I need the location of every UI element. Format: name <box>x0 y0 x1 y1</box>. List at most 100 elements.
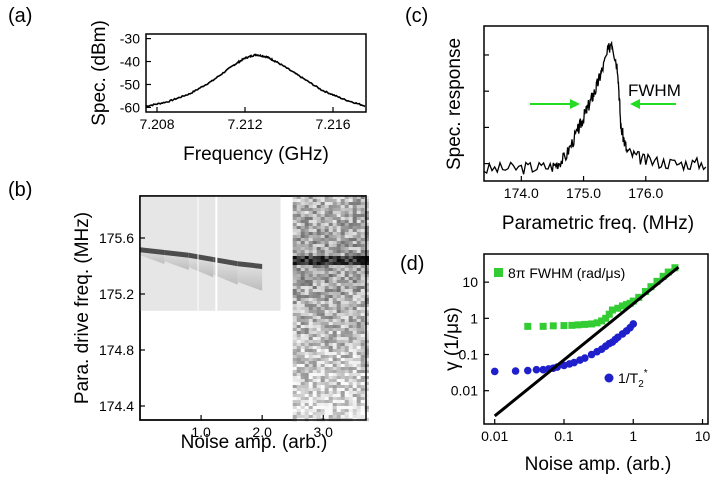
heatmap-cell <box>356 217 362 221</box>
heatmap-cell <box>292 235 298 239</box>
heatmap-cell <box>328 376 334 380</box>
heatmap-cell <box>296 406 302 410</box>
heatmap-cell <box>360 352 366 356</box>
heatmap-cell <box>352 226 358 230</box>
heatmap-cell <box>356 247 362 251</box>
heatmap-cell <box>296 223 302 227</box>
heatmap-cell <box>316 385 322 389</box>
heatmap-cell <box>352 343 358 347</box>
panel-d-ytick-label: 1 <box>470 310 478 326</box>
heatmap-cell <box>364 361 370 365</box>
heatmap-cell <box>336 277 342 281</box>
heatmap-cell <box>312 277 318 281</box>
heatmap-cell <box>304 307 310 311</box>
heatmap-cell <box>328 223 334 227</box>
heatmap-cell <box>304 292 310 296</box>
heatmap-cell <box>292 289 298 293</box>
heatmap-cell <box>360 289 366 293</box>
heatmap-cell <box>328 406 334 410</box>
heatmap-cell <box>356 358 362 362</box>
heatmap-cell <box>324 316 330 320</box>
heatmap-cell <box>308 376 314 380</box>
heatmap-cell <box>364 403 370 407</box>
heatmap-cell <box>364 217 370 221</box>
heatmap-cell <box>336 253 342 257</box>
heatmap-cell <box>308 346 314 350</box>
heatmap-cell <box>312 361 318 365</box>
heatmap-cell <box>360 304 366 308</box>
heatmap-cell <box>300 409 306 413</box>
heatmap-cell <box>360 199 366 203</box>
reference-line <box>493 265 680 418</box>
heatmap-cell <box>328 202 334 206</box>
heatmap-cell <box>324 277 330 281</box>
heatmap-cell <box>292 343 298 347</box>
heatmap-cell <box>304 409 310 413</box>
heatmap-cell <box>320 253 326 257</box>
heatmap-cell <box>344 358 350 362</box>
heatmap-cell <box>352 289 358 293</box>
heatmap-cell <box>324 271 330 275</box>
heatmap-cell <box>360 217 366 221</box>
heatmap-cell <box>308 250 314 254</box>
heatmap-cell <box>344 406 350 410</box>
heatmap-cell <box>360 271 366 275</box>
heatmap-cell <box>292 382 298 386</box>
heatmap-cell <box>308 313 314 317</box>
heatmap-cell <box>348 361 354 365</box>
heatmap-cell <box>320 355 326 359</box>
heatmap-cell <box>328 385 334 389</box>
panel-d-xlabel: Noise amp. (arb.) <box>525 454 672 475</box>
heatmap-cell <box>336 307 342 311</box>
heatmap-cell <box>316 196 322 200</box>
heatmap-cell <box>304 400 310 404</box>
heatmap-cell <box>356 373 362 377</box>
heatmap-cell <box>364 346 370 350</box>
heatmap-cell <box>352 391 358 395</box>
heatmap-cell <box>344 205 350 209</box>
heatmap-cell <box>340 382 346 386</box>
heatmap-cell <box>348 415 354 419</box>
heatmap-cell <box>336 316 342 320</box>
heatmap-cell <box>348 409 354 413</box>
heatmap-cell <box>296 343 302 347</box>
heatmap-cell <box>364 286 370 290</box>
heatmap-cell <box>320 211 326 215</box>
heatmap-cell <box>344 316 350 320</box>
heatmap-cell <box>308 415 314 419</box>
heatmap-cell <box>348 250 354 254</box>
heatmap-cell <box>316 406 322 410</box>
heatmap-cell <box>364 289 370 293</box>
heatmap-cell <box>316 280 322 284</box>
heatmap-cell <box>308 358 314 362</box>
heatmap-cell <box>352 250 358 254</box>
heatmap-cell <box>340 364 346 368</box>
heatmap-cell <box>312 412 318 416</box>
heatmap-cell <box>348 367 354 371</box>
heatmap-cell <box>328 232 334 236</box>
heatmap-cell <box>356 220 362 224</box>
heatmap-cell <box>316 352 322 356</box>
heatmap-cell <box>316 274 322 278</box>
heatmap-cell <box>324 256 330 260</box>
heatmap-cell <box>312 268 318 272</box>
heatmap-cell <box>356 349 362 353</box>
panel-b-xlabel: Noise amp. (arb.) <box>181 432 328 453</box>
heatmap-cell <box>340 307 346 311</box>
panel-b-ytick-label: 175.6 <box>99 230 134 246</box>
heatmap-cell <box>356 241 362 245</box>
heatmap-cell <box>332 340 338 344</box>
heatmap-cell <box>312 202 318 206</box>
heatmap-cell <box>320 400 326 404</box>
heatmap-cell <box>312 313 318 317</box>
heatmap-cell <box>336 244 342 248</box>
heatmap-cell <box>320 283 326 287</box>
heatmap-cell <box>324 349 330 353</box>
heatmap-cell <box>348 214 354 218</box>
heatmap-cell <box>328 361 334 365</box>
heatmap-cell <box>360 400 366 404</box>
heatmap-cell <box>304 304 310 308</box>
heatmap-cell <box>312 244 318 248</box>
heatmap-cell <box>332 391 338 395</box>
heatmap-cell <box>356 250 362 254</box>
